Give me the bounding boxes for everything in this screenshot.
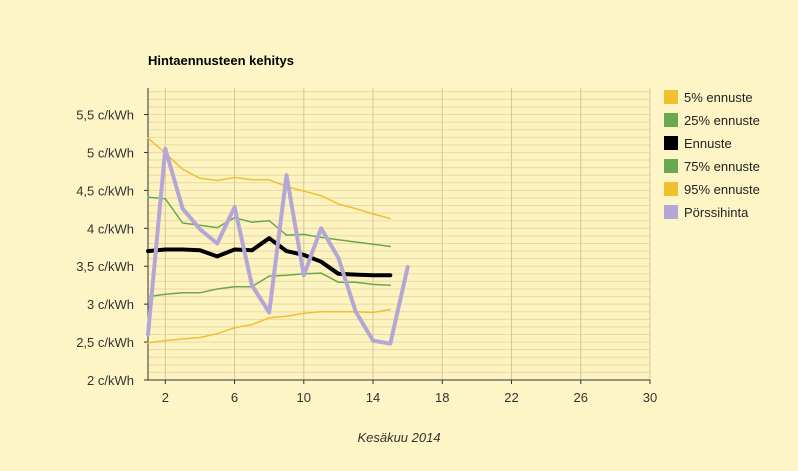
- series-line-95-ennuste: [147, 137, 392, 220]
- axes: 2 c/kWh 2,5 c/kWh 3 c/kWh 3,5 c/kWh 4 c/kWh 4…: [76, 88, 657, 405]
- y-tick-label: 2 c/kWh: [87, 373, 134, 388]
- legend-swatch: [664, 182, 678, 196]
- x-tick-label: 10: [297, 390, 311, 405]
- x-tick-label: 14: [366, 390, 380, 405]
- legend-swatch: [664, 205, 678, 219]
- x-tick-label: 22: [504, 390, 518, 405]
- legend-label: 75% ennuste: [684, 159, 760, 174]
- legend-swatch: [664, 113, 678, 127]
- y-tick-label: 5 c/kWh: [87, 145, 134, 160]
- series-line-p-rssihinta: [146, 146, 410, 346]
- legend-swatch: [664, 159, 678, 173]
- y-tick-label: 4 c/kWh: [87, 221, 134, 236]
- y-tick-label: 3 c/kWh: [87, 297, 134, 312]
- legend-label: Ennuste: [684, 136, 732, 151]
- series-lines: [146, 137, 410, 346]
- legend: 5% ennuste 25% ennuste Ennuste 75% ennuste 9…: [664, 90, 760, 220]
- y-tick-label: 3,5 c/kWh: [76, 259, 134, 274]
- legend-label: 5% ennuste: [684, 90, 753, 105]
- y-tick-label: 5,5 c/kWh: [76, 108, 134, 123]
- x-tick-label: 2: [162, 390, 169, 405]
- x-tick-label: 30: [643, 390, 657, 405]
- chart-title: Hintaennusteen kehitys: [148, 53, 294, 68]
- legend-label: Pörssihinta: [684, 205, 749, 220]
- series-line-75-ennuste: [147, 196, 392, 248]
- x-tick-label: 18: [435, 390, 449, 405]
- legend-swatch: [664, 136, 678, 150]
- series-line-5-ennuste: [147, 308, 392, 344]
- plot-area: [148, 88, 650, 380]
- x-tick-label: 26: [574, 390, 588, 405]
- y-tick-label: 2,5 c/kWh: [76, 335, 134, 350]
- y-tick-label: 4,5 c/kWh: [76, 183, 134, 198]
- legend-label: 25% ennuste: [684, 113, 760, 128]
- legend-swatch: [664, 90, 678, 104]
- x-axis-label: Kesäkuu 2014: [357, 430, 440, 445]
- x-tick-label: 6: [231, 390, 238, 405]
- legend-label: 95% ennuste: [684, 182, 760, 197]
- series-line-ennuste: [146, 236, 393, 278]
- series-line-25-ennuste: [147, 272, 392, 298]
